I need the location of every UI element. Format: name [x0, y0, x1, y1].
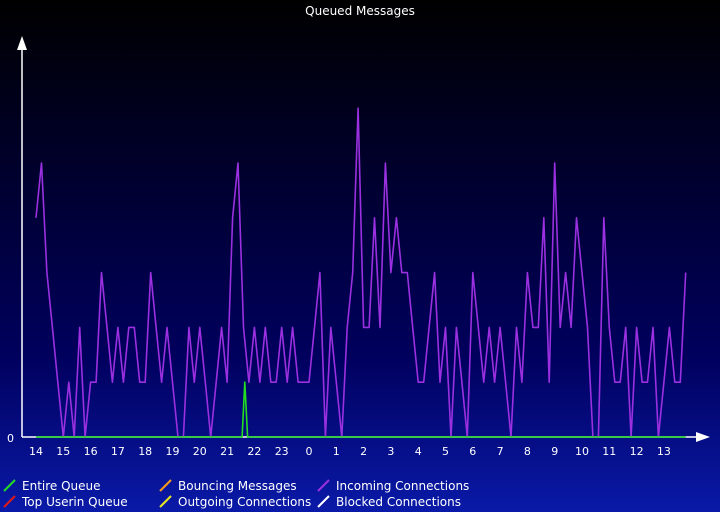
x-tick-label: 10 [575, 445, 589, 458]
x-tick-label: 23 [275, 445, 289, 458]
x-tick-label: 6 [469, 445, 476, 458]
x-tick-label: 16 [84, 445, 98, 458]
legend-swatch-icon [3, 479, 16, 492]
x-tick-label: 15 [56, 445, 70, 458]
y-axis-arrow-icon [17, 36, 27, 50]
x-tick-label: 8 [524, 445, 531, 458]
x-tick-label: 21 [220, 445, 234, 458]
legend-swatch-icon [159, 495, 172, 508]
series-lines [35, 107, 687, 438]
x-tick-label: 5 [442, 445, 449, 458]
series-line-entire-queue [36, 381, 686, 438]
x-tick-labels: 14 15 16 17 18 19 20 21 22 23 0 1 2 3 4 5 6 7 8 9 10 11 12 13 [29, 445, 671, 458]
x-tick-label: 2 [360, 445, 367, 458]
x-tick-label: 18 [138, 445, 152, 458]
x-tick-label: 12 [630, 445, 644, 458]
legend-label: Blocked Connections [336, 495, 461, 509]
legend-label: Outgoing Connections [178, 495, 311, 509]
legend: Entire Queue Top Userin Queue Bouncing Mes… [3, 479, 469, 509]
chart-title: Queued Messages [305, 4, 415, 18]
legend-label: Incoming Connections [336, 479, 469, 493]
x-tick-label: 14 [29, 445, 43, 458]
legend-label: Entire Queue [22, 479, 101, 493]
x-tick-label: 0 [306, 445, 313, 458]
x-axis-arrow-icon [696, 432, 710, 442]
x-tick-label: 20 [193, 445, 207, 458]
series-line-incoming-connections [35, 107, 687, 438]
y-tick-label-0: 0 [7, 432, 14, 445]
x-tick-label: 7 [497, 445, 504, 458]
x-tick-label: 11 [602, 445, 616, 458]
legend-swatch-icon [3, 495, 16, 508]
x-tick-label: 22 [247, 445, 261, 458]
legend-label: Top Userin Queue [21, 495, 128, 509]
legend-swatch-icon [317, 495, 330, 508]
x-tick-label: 13 [657, 445, 671, 458]
legend-swatch-icon [159, 479, 172, 492]
x-tick-label: 9 [551, 445, 558, 458]
legend-swatch-icon [317, 479, 330, 492]
x-tick-label: 19 [166, 445, 180, 458]
x-tick-label: 4 [415, 445, 422, 458]
x-tick-label: 17 [111, 445, 125, 458]
x-tick-label: 1 [333, 445, 340, 458]
legend-label: Bouncing Messages [178, 479, 297, 493]
x-tick-label: 3 [387, 445, 394, 458]
